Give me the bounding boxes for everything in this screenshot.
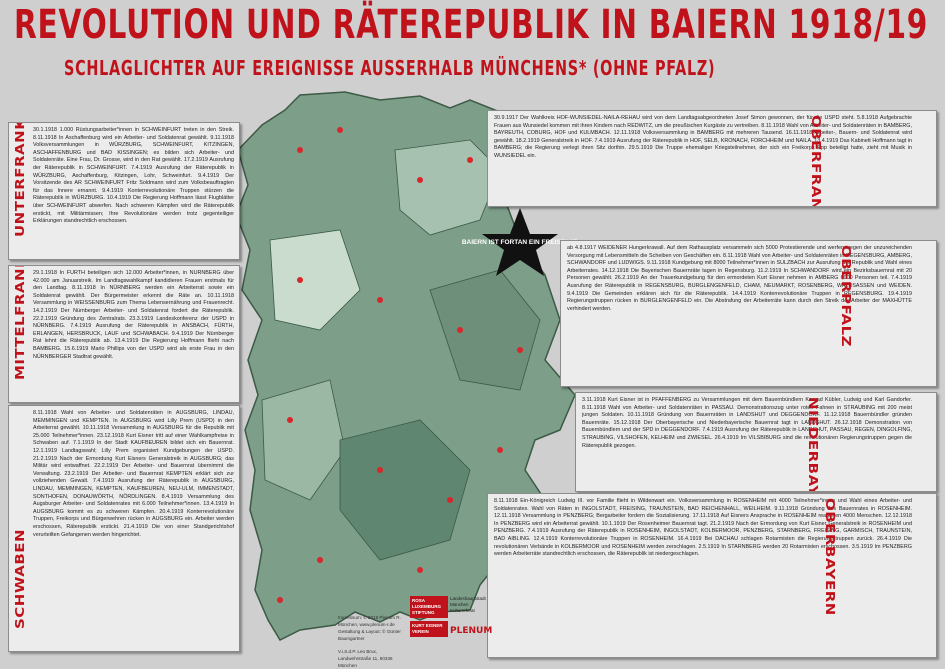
logo: Landeshauptstadt München Kulturreferat xyxy=(450,596,486,613)
panel-label: MITTELFRANKEN xyxy=(12,265,28,380)
panel: 3.11.1918 Kurt Eisner ist in PFAFFENBERG… xyxy=(575,392,937,492)
stars xyxy=(277,127,523,603)
title: REVOLUTION UND RÄTEREPUBLIK IN BAIERN 19… xyxy=(14,2,929,48)
panel-text: 3.11.1918 Kurt Eisner ist in PFAFFENBERG… xyxy=(582,397,912,449)
panel: 30.9.1917 Der Wahlkreis HOF-WUNSIEDEL-NA… xyxy=(487,110,937,207)
panel: 8.11.1918 Ein-Königreich Ludwig III. vor… xyxy=(487,493,937,658)
panel: 29.1.1918 In FÜRTH beteiligen sich 12.00… xyxy=(8,265,240,403)
region xyxy=(339,419,471,561)
panel: 30.1.1918 1.000 Rüstungsarbeiter*innen i… xyxy=(8,122,240,260)
panel-label: UNTERFRANKEN xyxy=(12,122,28,237)
panel-label: SCHWABEN xyxy=(12,528,28,629)
imprint-line: V.i.S.d.P. Leo Brux, Landwehrstraße 11, … xyxy=(338,649,393,668)
star-text: BAIERN IST FORTAN EIN FREISTAAT. xyxy=(462,239,578,246)
logo: PLENUM xyxy=(450,626,493,636)
panel-label: NIEDERBAYERN xyxy=(805,397,821,492)
region xyxy=(394,139,501,236)
panel-label: OBERFRANKEN xyxy=(808,115,825,207)
logo: ROSA LUXEMBURG STIFTUNG xyxy=(410,596,448,618)
panel-text: 8.11.1918 Wahl von Arbeiter- und Soldate… xyxy=(33,410,234,538)
region xyxy=(261,379,346,501)
panel-text: 8.11.1918 Ein-Königreich Ludwig III. vor… xyxy=(494,498,912,558)
panel: 8.11.1918 Wahl von Arbeiter- und Soldate… xyxy=(8,405,240,652)
region xyxy=(429,269,541,391)
panel-label: OBERPFALZ xyxy=(838,245,854,348)
panel-text: 29.1.1918 In FÜRTH beteiligen sich 12.00… xyxy=(33,270,234,360)
panel-label: OBERBAYERN xyxy=(822,498,839,616)
imprint-line: Gestaltung & Layout: © Günter Baumgartne… xyxy=(338,629,401,641)
star-badge xyxy=(482,208,558,276)
panel-text: 30.9.1917 Der Wahlkreis HOF-WUNSIEDEL-NA… xyxy=(494,115,912,159)
region xyxy=(269,229,361,331)
subtitle: SCHLAGLICHTER AUF EREIGNISSE AUSSERHALB … xyxy=(64,56,716,80)
imprint-line: Impressum: © 2019 Plenum R. München, www… xyxy=(338,615,401,627)
imprint: Impressum: © 2019 Plenum R. München, www… xyxy=(338,614,408,669)
panel: ab 4.8.1917 WEIDENER Hungerkrawall. Auf … xyxy=(560,240,937,387)
logo: KURT EISNER VEREIN xyxy=(410,621,448,637)
panel-text: ab 4.8.1917 WEIDENER Hungerkrawall. Auf … xyxy=(567,245,912,312)
logos: ROSA LUXEMBURG STIFTUNG KURT EISNER VERE… xyxy=(410,596,492,637)
panel-text: 30.1.1918 1.000 Rüstungsarbeiter*innen i… xyxy=(33,127,234,225)
